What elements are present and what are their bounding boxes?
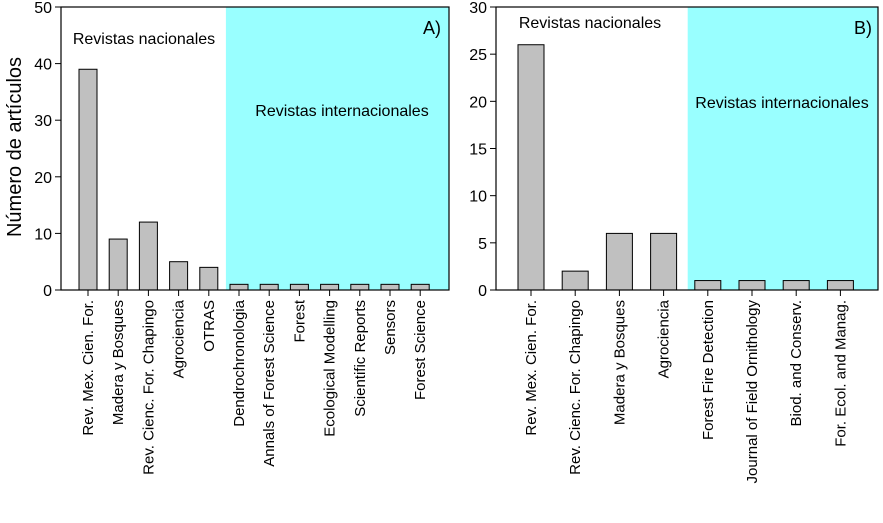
category-label: Rev. Cienc. For. Chapingo: [140, 300, 157, 475]
bar-8: [289, 283, 309, 291]
panel-a-international-background: [225, 7, 449, 290]
category-label: Sensors: [382, 300, 399, 355]
panel-a-tag: A): [423, 18, 441, 38]
category-label: Madera y Bosques: [110, 300, 127, 425]
category-label: Biod. and Conserv.: [788, 300, 805, 426]
category-label: Agrociencia: [656, 299, 673, 378]
y-axis-label: Número de artículos: [4, 57, 26, 237]
y-tick-label: 20: [34, 170, 52, 187]
y-tick-label: 10: [469, 189, 487, 206]
y-tick-label: 0: [478, 283, 487, 300]
bar-11: [380, 283, 400, 291]
bar-9: [320, 283, 340, 291]
panel-b-international-label: Revistas internacionales: [695, 95, 868, 112]
bar-3: [138, 221, 158, 291]
category-label: Forest: [291, 299, 308, 342]
category-label: Dendrochronologia: [231, 299, 248, 426]
y-tick-label: 15: [469, 142, 487, 159]
bar-7: [259, 283, 279, 291]
bar-3: [605, 232, 633, 291]
panel-b-tag: B): [854, 18, 872, 38]
panel-b-national-label: Revistas nacionales: [519, 15, 661, 32]
y-tick-label: 50: [34, 0, 52, 17]
category-label: For. Ecol. and Manag.: [832, 300, 849, 447]
panel-a-national-label: Revistas nacionales: [73, 31, 215, 48]
y-tick-label: 0: [43, 283, 52, 300]
y-tick-label: 40: [34, 57, 52, 74]
category-label: Agrociencia: [171, 299, 188, 378]
y-tick-label: 30: [34, 113, 52, 130]
panel-b-bars: [517, 44, 854, 291]
y-tick-label: 20: [469, 94, 487, 111]
category-label: Forest Fire Detection: [700, 300, 717, 440]
panel-b-international-background: [687, 7, 878, 290]
bar-4: [650, 232, 678, 291]
bar-6: [229, 283, 249, 291]
category-label: Journal of Field Ornithology: [744, 300, 761, 484]
bar-2: [108, 238, 128, 291]
bar-7: [782, 280, 810, 291]
category-label: Madera y Bosques: [611, 300, 628, 425]
panel-a-y-ticks: 0 10 20 30 40 50: [34, 0, 61, 300]
y-tick-label: 10: [34, 226, 52, 243]
category-label: Forest Science: [412, 300, 429, 400]
category-label: Rev. Mex. Cien. For.: [523, 300, 540, 436]
bar-2: [561, 270, 589, 291]
bar-4: [169, 261, 189, 291]
panel-a-international-label: Revistas internacionales: [255, 103, 428, 120]
bar-10: [350, 283, 370, 291]
bar-6: [738, 280, 766, 291]
y-tick-label: 30: [469, 0, 487, 17]
category-label: Scientific Reports: [352, 300, 369, 417]
panel-a-bars: [78, 68, 430, 291]
y-tick-label: 5: [478, 236, 487, 253]
category-label: Annals of Forest Science: [261, 300, 278, 467]
y-tick-label: 25: [469, 47, 487, 64]
panel-b-y-ticks: 0 5 10 15 20 25 30: [469, 0, 496, 300]
panel-b-category-labels: Rev. Mex. Cien. For. Rev. Cienc. For. Cha…: [523, 290, 849, 483]
panel-a-frame: [60, 6, 450, 291]
category-label: Rev. Cienc. For. Chapingo: [567, 300, 584, 475]
bar-1: [78, 68, 98, 291]
category-label: OTRAS: [201, 300, 218, 352]
category-label: Rev. Mex. Cien. For.: [80, 300, 97, 436]
category-label: Ecological Modelling: [322, 300, 339, 437]
panel-a-category-labels: Rev. Mex. Cien. For. Madera y Bosques Rev.…: [80, 290, 429, 475]
bar-5: [199, 266, 219, 291]
panel-a-chart: 0 10 20 30 40 50 Rev. Mex. Cien. For. Madera y…: [34, 0, 450, 475]
bar-8: [826, 280, 854, 291]
panel-b-chart: 0 5 10 15 20 25 30 Rev. Mex. Cien. For. Rev. Ci…: [469, 0, 879, 483]
bar-1: [517, 44, 545, 291]
bar-12: [410, 283, 430, 291]
bar-5: [694, 280, 722, 291]
